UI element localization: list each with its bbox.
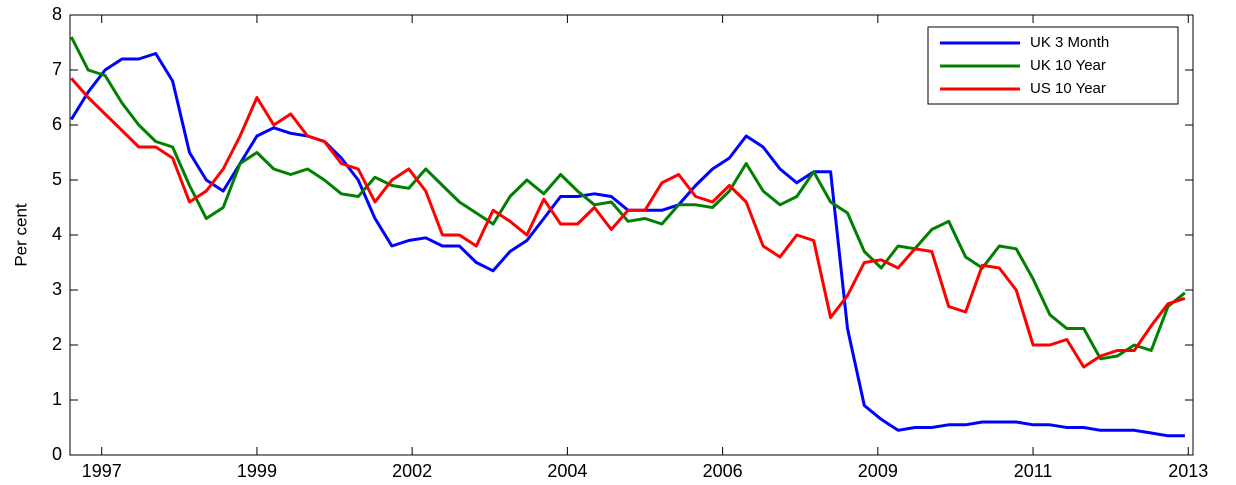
series-line: [70, 77, 1186, 369]
x-tick-label: 1997: [82, 461, 122, 481]
x-tick-label: 2004: [547, 461, 587, 481]
y-tick-label: 6: [52, 114, 62, 134]
y-tick-label: 5: [52, 169, 62, 189]
y-tick-label: 1: [52, 389, 62, 409]
y-tick-label: 4: [52, 224, 62, 244]
series-line: [69, 36, 1186, 361]
y-tick-label: 3: [52, 279, 62, 299]
y-axis-label: Per cent: [11, 203, 30, 267]
x-tick-label: 2002: [392, 461, 432, 481]
legend-label: US 10 Year: [1030, 80, 1106, 97]
legend: UK 3 Month UK 10 Year US 10 Year: [927, 26, 1179, 105]
y-tick-label: 2: [52, 334, 62, 354]
y-tick-label: 7: [52, 59, 62, 79]
series-line: [70, 52, 1185, 438]
x-tick-label: 2011: [1014, 461, 1053, 481]
y-tick-label: 8: [52, 4, 62, 24]
x-tick-label: 1999: [237, 461, 277, 481]
legend-label: UK 10 Year: [1030, 57, 1106, 74]
legend-label: UK 3 Month: [1030, 34, 1109, 51]
x-tick-label: 2013: [1168, 461, 1208, 481]
x-tick-label: 2009: [858, 461, 898, 481]
x-tick-label: 2006: [703, 461, 743, 481]
y-tick-label: 0: [52, 444, 62, 464]
